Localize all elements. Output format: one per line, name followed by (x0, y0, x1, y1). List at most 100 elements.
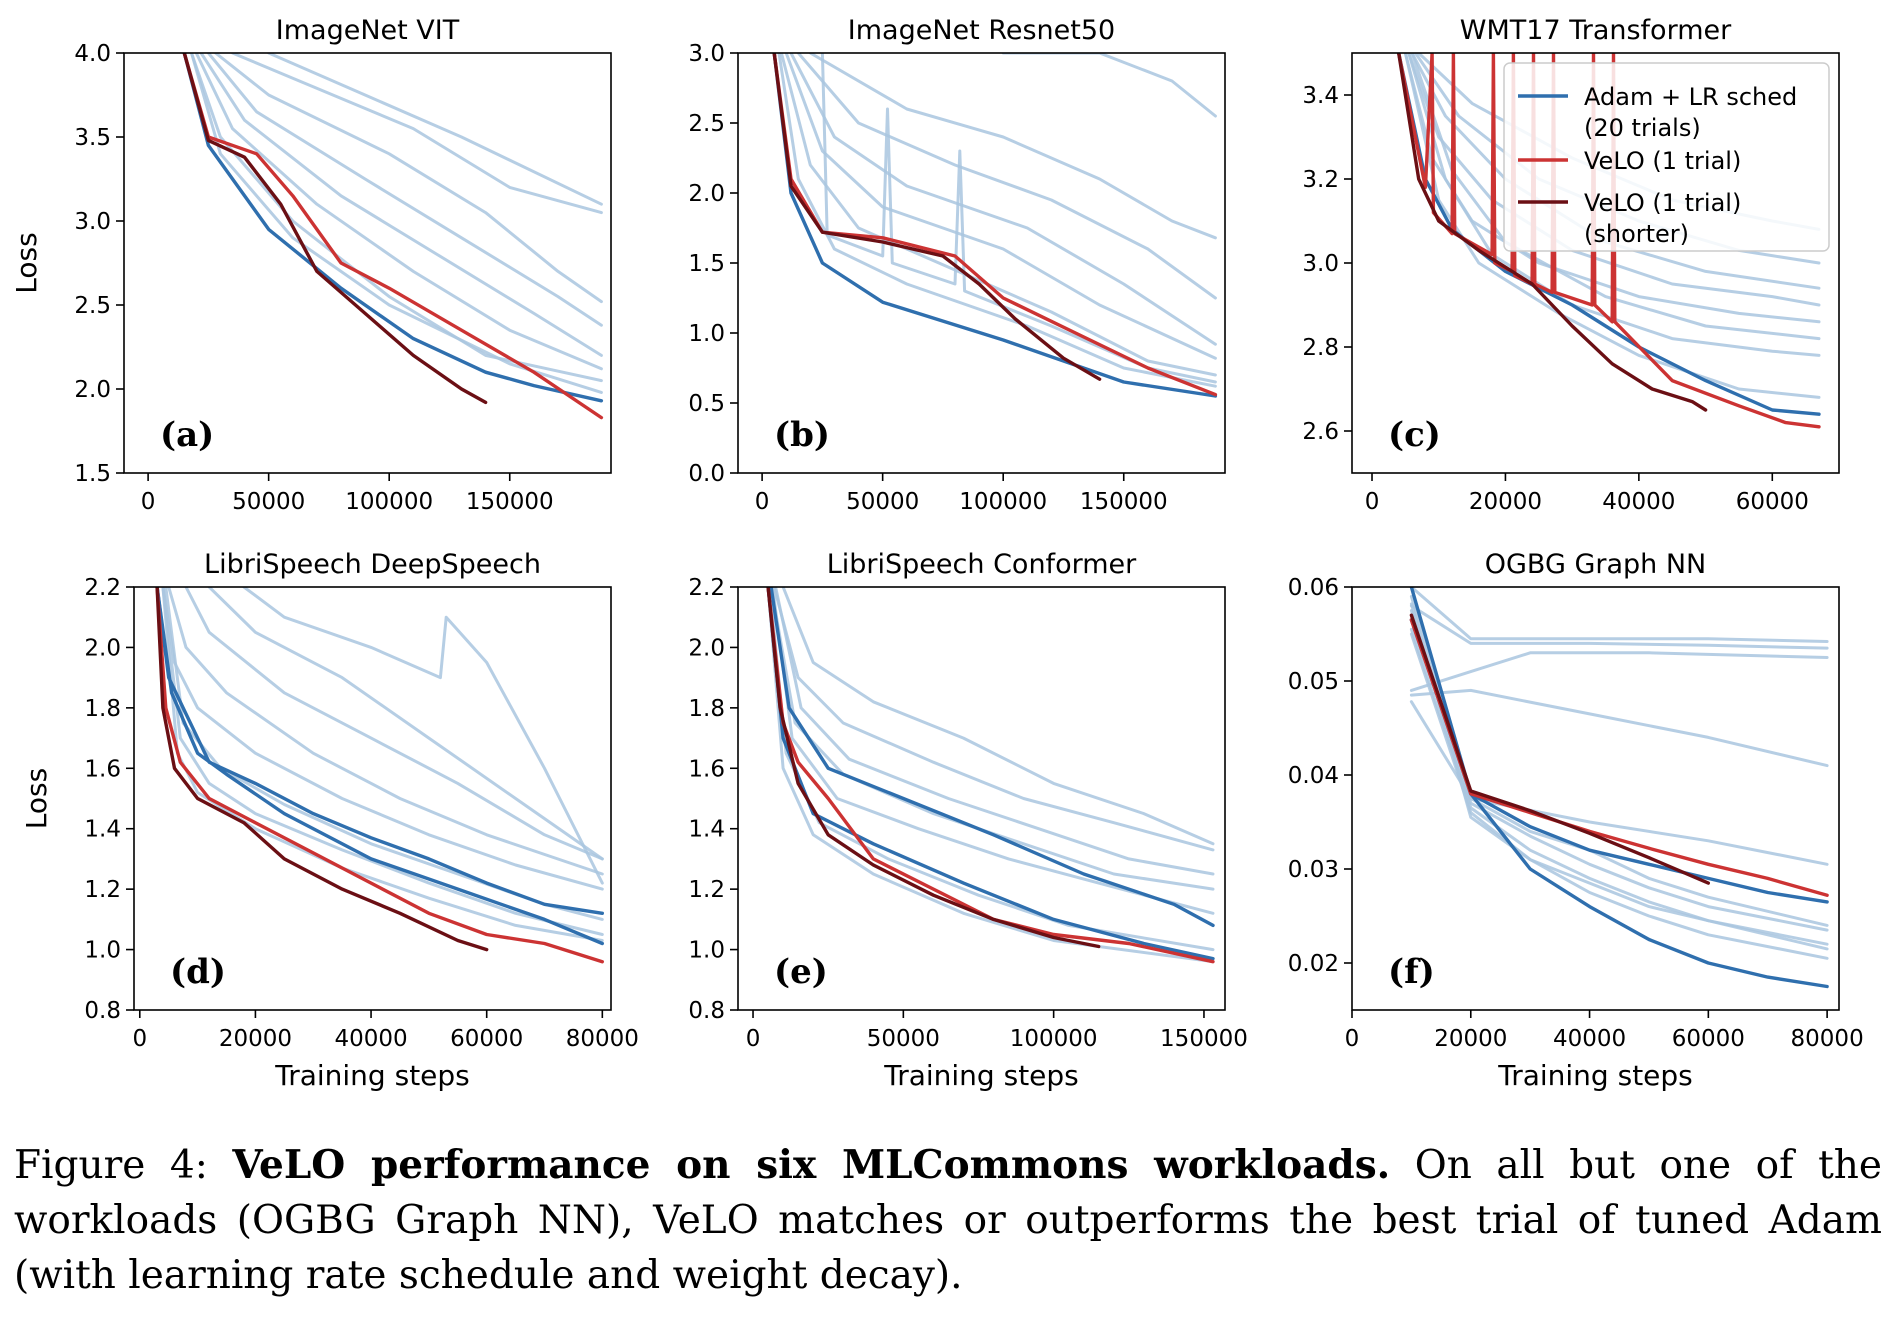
x-tick-label: 40000 (1602, 489, 1675, 515)
y-tick-label: 2.2 (688, 575, 725, 601)
x-tick-label: 50000 (846, 489, 919, 515)
y-tick-label: 3.0 (688, 41, 725, 67)
series-group (772, 53, 1218, 398)
x-tick-label: 0 (746, 1026, 761, 1052)
series-line-adam-faint-5 (796, 53, 1217, 300)
x-tick-label: 60000 (1736, 489, 1809, 515)
series-line-adam-faint-4 (206, 53, 603, 327)
chart-title: ImageNet VIT (276, 15, 460, 46)
panel-label: (a) (160, 415, 214, 455)
figure-caption: Figure 4: VeLO performance on six MLComm… (14, 1138, 1882, 1303)
x-tick-label: 100000 (1010, 1026, 1098, 1052)
series-line-adam-1 (1409, 618, 1829, 904)
y-tick-label: 2.0 (74, 377, 111, 403)
series-line-adam-0 (155, 587, 604, 915)
y-tick-label: 0.02 (1288, 951, 1339, 977)
legend-label: (shorter) (1584, 220, 1689, 248)
panel-label: (c) (1388, 415, 1441, 455)
series-line-adam-faint-7 (1001, 53, 1217, 118)
series-line-adam-faint-10 (1409, 700, 1829, 866)
x-tick-label: 80000 (1791, 1026, 1864, 1052)
x-tick-label: 150000 (1160, 1026, 1248, 1052)
series-line-adam-faint-6 (808, 53, 1217, 240)
x-axis-label: Training steps (274, 1059, 470, 1092)
series-line-adam-0 (772, 53, 1218, 398)
y-tick-label: 3.5 (74, 125, 111, 151)
y-tick-label: 1.5 (688, 251, 725, 277)
series-line-adam-faint-4 (1409, 651, 1829, 692)
series-line-adam-faint-3 (1409, 604, 1829, 650)
series-line-adam-faint-5 (1409, 688, 1829, 768)
chart-title: LibriSpeech DeepSpeech (204, 549, 541, 580)
y-tick-label: 0.0 (688, 461, 725, 487)
y-tick-label: 0.8 (84, 998, 121, 1024)
legend-label: (20 trials) (1584, 114, 1701, 142)
y-tick-label: 1.6 (84, 756, 121, 782)
x-tick-label: 0 (132, 1026, 147, 1052)
caption-rest: On all but one of the workloads (OGBG Gr… (14, 1143, 1882, 1298)
x-tick-label: 40000 (1553, 1026, 1626, 1052)
axes-frame (1351, 586, 1840, 1011)
panel-label: (f) (1388, 952, 1435, 992)
series-line-adam-faint-2 (772, 587, 1215, 852)
y-tick-label: 4.0 (74, 41, 111, 67)
x-tick-label: 20000 (1469, 489, 1542, 515)
series-line-adam-faint-3 (167, 587, 604, 876)
y-axis-label: Loss (10, 232, 43, 293)
series-line-adam-faint-7 (161, 587, 604, 936)
y-tick-label: 1.2 (84, 877, 121, 903)
y-tick-label: 2.6 (1302, 419, 1339, 445)
series-line-adam-faint-8 (820, 53, 1217, 384)
x-tick-label: 80000 (566, 1026, 639, 1052)
x-tick-label: 50000 (232, 489, 305, 515)
series-line-velo-12 (1409, 618, 1829, 897)
caption-lead: Figure 4: (14, 1143, 233, 1188)
x-tick-label: 100000 (345, 489, 433, 515)
y-tick-label: 2.5 (74, 293, 111, 319)
y-tick-label: 3.0 (74, 209, 111, 235)
x-tick-label: 100000 (959, 489, 1047, 515)
y-tick-label: 3.4 (1302, 83, 1339, 109)
series-line-adam-faint-7 (267, 53, 603, 206)
series-line-adam-faint-3 (199, 53, 603, 357)
panel-label: (b) (774, 415, 830, 455)
y-tick-label: 0.05 (1288, 669, 1339, 695)
axes-frame (123, 52, 612, 474)
x-tick-label: 0 (141, 489, 156, 515)
axes-frame (133, 586, 612, 1011)
chart-title: OGBG Graph NN (1485, 549, 1707, 580)
series-line-adam-faint-1 (777, 53, 1217, 388)
series-line-adam-0 (766, 587, 1215, 961)
y-tick-label: 1.4 (688, 817, 725, 843)
y-tick-label: 2.0 (84, 635, 121, 661)
chart-panel-4: 0 20000 40000 60000 80000 0.8 1.0 1.2 1.4 1.6 1.8 2… (20, 549, 639, 1092)
x-tick-label: 50000 (867, 1026, 940, 1052)
y-tick-label: 2.5 (688, 111, 725, 137)
series-line-velo-short-10 (182, 53, 488, 405)
series-group (182, 53, 604, 420)
y-tick-label: 2.8 (1302, 335, 1339, 361)
y-tick-label: 1.6 (688, 756, 725, 782)
series-line-velo-9 (182, 53, 604, 420)
y-tick-label: 1.8 (84, 696, 121, 722)
y-axis-label: Loss (20, 768, 53, 829)
series-line-adam-faint-2 (194, 53, 603, 371)
figure-grid: 0 50000 100000 150000 1.5 2.0 2.5 3.0 3.5 4.0 Imag… (10, 15, 1864, 1092)
y-tick-label: 1.0 (688, 938, 725, 964)
series-line-velo-short-10 (772, 53, 1102, 381)
x-tick-label: 150000 (1080, 489, 1168, 515)
x-tick-label: 150000 (466, 489, 554, 515)
x-tick-label: 0 (755, 489, 770, 515)
y-tick-label: 1.0 (688, 321, 725, 347)
chart-legend: Adam + LR sched (20 trials) VeLO (1 trial… (1503, 62, 1830, 252)
chart-title: WMT17 Transformer (1460, 15, 1732, 46)
series-line-adam-faint-11 (1409, 602, 1829, 951)
series-line-adam-faint-6 (242, 587, 604, 885)
legend-label: VeLO (1 trial) (1584, 147, 1741, 175)
series-line-adam-1 (769, 587, 1215, 928)
series-line-adam-faint-5 (214, 53, 603, 304)
series-line-velo-short-10 (1397, 53, 1708, 412)
series-line-adam-faint-4 (789, 53, 1217, 346)
y-tick-label: 3.2 (1302, 167, 1339, 193)
series-line-velo-short-11 (155, 587, 489, 952)
